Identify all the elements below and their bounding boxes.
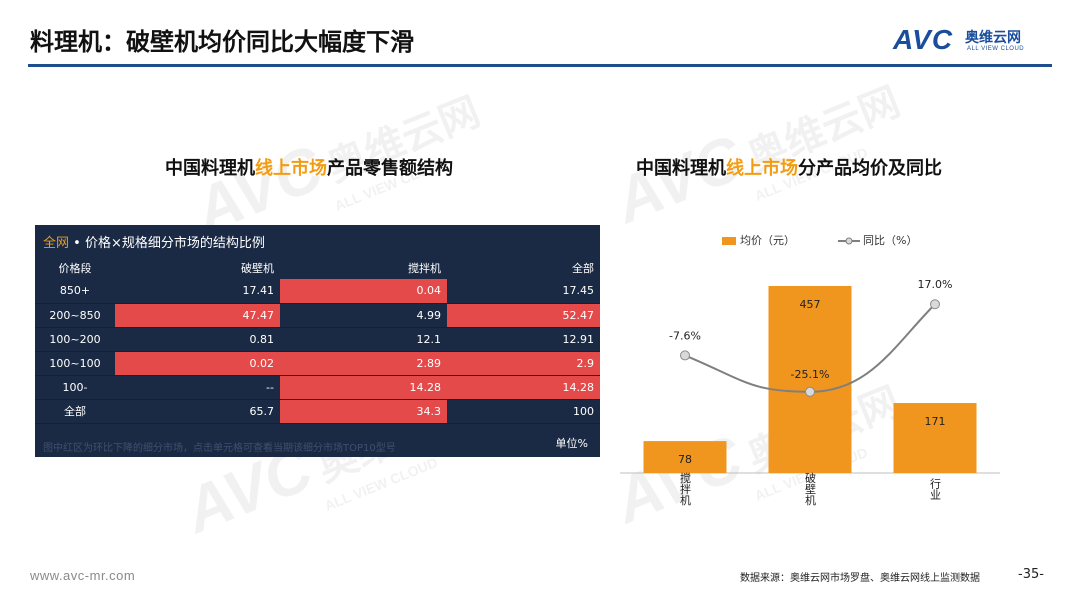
slide-title: 料理机：破壁机均价同比大幅度下滑 — [30, 28, 414, 56]
share-cell[interactable]: 2.89 — [280, 351, 447, 376]
bar — [893, 403, 977, 473]
yoy-point — [680, 350, 690, 361]
logo-en-text: ALL VIEW CLOUD — [967, 46, 1025, 52]
panel-title: 全网 • 价格×规格细分市场的结构比例 — [43, 232, 265, 251]
bar — [768, 286, 852, 473]
table-row: 全部 65.7 34.3 100 — [35, 399, 600, 424]
yoy-label: -7.6% — [669, 329, 701, 342]
legend-bar-swatch — [722, 237, 736, 245]
category-label: 搅拌机 — [679, 471, 692, 505]
table-row: 100~200 0.81 12.1 12.91 — [35, 327, 600, 352]
logo-avc-text: AVC — [893, 24, 954, 55]
title-divider — [28, 64, 1052, 67]
table-row: 100~100 0.02 2.89 2.9 — [35, 351, 600, 376]
yoy-point — [805, 386, 815, 397]
share-cell[interactable]: 14.28 — [280, 375, 447, 400]
share-cell[interactable]: 12.91 — [447, 327, 600, 352]
price-yoy-chart: 78 457 171 搅拌机 破壁机 行业 -7.6% -25.1% 17.0% — [620, 278, 1000, 506]
price-band-cell: 100- — [35, 375, 115, 400]
left-title-highlight: 线上市场 — [255, 158, 327, 179]
share-cell[interactable]: 14.28 — [447, 375, 600, 400]
share-cell[interactable]: 65.7 — [115, 399, 280, 424]
legend-line-label: 同比（%） — [863, 234, 918, 247]
legend-item-bar: 均价（元） — [722, 232, 795, 248]
bar-value-label: 457 — [800, 298, 821, 311]
header-mixer: 搅拌机 — [408, 262, 441, 275]
share-cell[interactable]: 17.41 — [115, 279, 280, 304]
share-cell[interactable]: -- — [115, 375, 280, 400]
header-price-band: 价格段 — [58, 262, 92, 275]
share-cell[interactable]: 0.04 — [280, 279, 447, 304]
share-cell[interactable]: 47.47 — [115, 303, 280, 328]
structure-table-panel: 全网 • 价格×规格细分市场的结构比例 价格段 破壁机 搅拌机 全部 850+ 1… — [35, 225, 600, 457]
category-label: 行业 — [929, 478, 942, 500]
header-blender-breaker: 破壁机 — [241, 262, 274, 275]
table-header-row: 价格段 破壁机 搅拌机 全部 — [35, 257, 600, 279]
table-note: 图中红区为环比下降的细分市场，点击单元格可查看当期该细分市场TOP10型号 — [43, 443, 396, 454]
left-title-prefix: 中国料理机 — [165, 158, 255, 179]
footer-url: www.avc-mr.com — [30, 568, 136, 583]
share-cell[interactable]: 12.1 — [280, 327, 447, 352]
yoy-label: 17.0% — [918, 278, 953, 291]
left-section-title: 中国料理机线上市场产品零售额结构 — [165, 154, 453, 180]
table-unit: 单位% — [555, 437, 588, 450]
right-title-suffix: 分产品均价及同比 — [798, 158, 942, 179]
page-number: -35- — [1018, 567, 1044, 582]
share-cell[interactable]: 2.9 — [447, 351, 600, 376]
share-cell[interactable]: 34.3 — [280, 399, 447, 424]
price-band-cell: 100~100 — [35, 351, 115, 376]
legend-line-swatch — [838, 237, 860, 245]
panel-title-rest: • 价格×规格细分市场的结构比例 — [69, 236, 265, 251]
avc-logo: AVC 奥维云网 ALL VIEW CLOUD — [893, 24, 1063, 58]
legend-item-line: 同比（%） — [838, 232, 917, 248]
table-row: 200~850 47.47 4.99 52.47 — [35, 303, 600, 328]
yoy-point — [930, 299, 940, 310]
legend-bar-label: 均价（元） — [740, 234, 795, 247]
share-cell[interactable]: 0.02 — [115, 351, 280, 376]
price-band-cell: 200~850 — [35, 303, 115, 328]
price-band-cell: 850+ — [35, 279, 115, 304]
right-title-highlight: 线上市场 — [726, 158, 798, 179]
share-cell[interactable]: 100 — [447, 399, 600, 424]
table-row: 850+ 17.41 0.04 17.45 — [35, 279, 600, 304]
price-band-cell: 100~200 — [35, 327, 115, 352]
bar-value-label: 171 — [925, 415, 946, 428]
logo-cn-text: 奥维云网 — [965, 30, 1021, 46]
bar — [643, 441, 727, 473]
panel-title-highlight: 全网 — [43, 236, 70, 251]
share-cell[interactable]: 0.81 — [115, 327, 280, 352]
share-cell[interactable]: 17.45 — [447, 279, 600, 304]
category-label: 破壁机 — [804, 471, 817, 505]
header-total: 全部 — [572, 262, 594, 275]
bar-value-label: 78 — [678, 453, 692, 466]
yoy-label: -25.1% — [791, 368, 830, 381]
share-cell[interactable]: 52.47 — [447, 303, 600, 328]
right-section-title: 中国料理机线上市场分产品均价及同比 — [636, 154, 942, 180]
left-title-suffix: 产品零售额结构 — [327, 158, 453, 179]
right-title-prefix: 中国料理机 — [636, 158, 726, 179]
footer-source: 数据来源：奥维云网市场罗盘、奥维云网线上监测数据 — [740, 573, 980, 584]
table-row: 100- -- 14.28 14.28 — [35, 375, 600, 400]
structure-table: 价格段 破壁机 搅拌机 全部 850+ 17.41 0.04 17.45 200~850… — [35, 257, 600, 424]
share-cell[interactable]: 4.99 — [280, 303, 447, 328]
price-band-cell: 全部 — [35, 399, 115, 424]
